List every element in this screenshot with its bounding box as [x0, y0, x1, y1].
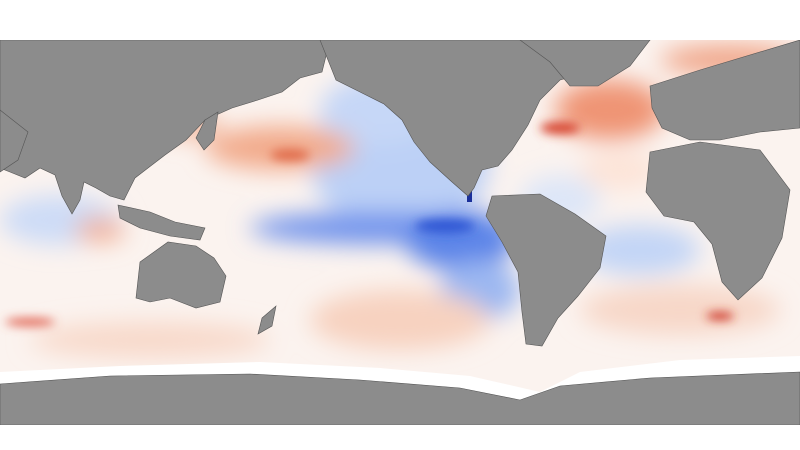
blue-anomaly: [580, 225, 700, 275]
greenland: [519, 40, 651, 87]
south-america: [485, 193, 607, 347]
red-anomaly: [30, 322, 270, 358]
red-anomaly: [555, 80, 665, 140]
red-anomaly: [5, 318, 55, 326]
red-anomaly: [310, 290, 490, 350]
blue-anomaly: [415, 219, 475, 233]
anomaly-field: [0, 40, 800, 425]
japan: [195, 111, 219, 151]
asia: [0, 40, 331, 215]
red-anomaly: [580, 150, 660, 190]
red-anomaly: [75, 218, 125, 242]
strong-anomalies: [5, 122, 734, 326]
red-anomaly: [540, 122, 580, 134]
antarctica: [0, 371, 800, 425]
australia: [135, 241, 227, 309]
new-zealand: [257, 305, 277, 335]
blue-anomaly: [467, 188, 472, 202]
africa-west-edge: [0, 109, 29, 173]
red-anomaly: [205, 126, 355, 170]
europe: [649, 40, 800, 141]
africa: [645, 141, 791, 301]
red-anomaly: [706, 312, 734, 320]
red-anomaly: [270, 149, 310, 161]
indonesia: [117, 204, 206, 241]
red-anomaly: [580, 285, 780, 335]
